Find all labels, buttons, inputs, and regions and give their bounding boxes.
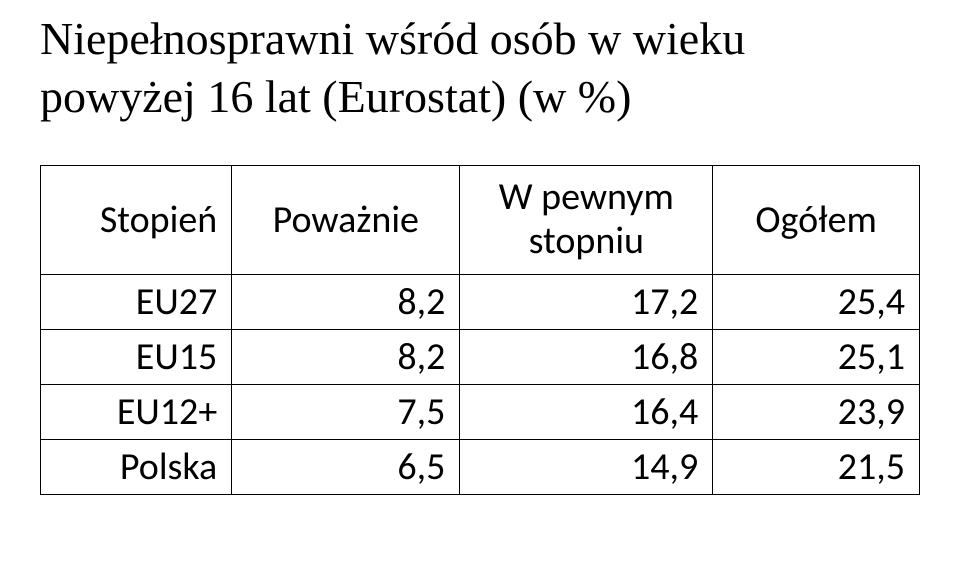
data-table: Stopień Poważnie W pewnym stopniu Ogółem… (40, 165, 920, 495)
cell-value: 6,5 (232, 440, 460, 495)
cell-value: 17,2 (460, 275, 713, 330)
cell-value: 8,2 (232, 330, 460, 385)
header-wpewnym: W pewnym stopniu (460, 166, 713, 275)
cell-value: 25,1 (713, 330, 920, 385)
header-powaznie: Poważnie (232, 166, 460, 275)
table-header-row: Stopień Poważnie W pewnym stopniu Ogółem (41, 166, 920, 275)
header-stopien: Stopień (41, 166, 232, 275)
header-wpewnym-line1: W pewnym (499, 174, 674, 220)
page-title: Niepełnosprawni wśród osób w wieku powyż… (40, 10, 920, 125)
table-row: EU12+ 7,5 16,4 23,9 (41, 385, 920, 440)
cell-value: 23,9 (713, 385, 920, 440)
cell-value: 21,5 (713, 440, 920, 495)
title-line-2: powyżej 16 lat (Eurostat) (w %) (40, 71, 631, 122)
cell-value: 8,2 (232, 275, 460, 330)
cell-value: 16,8 (460, 330, 713, 385)
header-ogolem: Ogółem (713, 166, 920, 275)
cell-value: 7,5 (232, 385, 460, 440)
cell-value: 16,4 (460, 385, 713, 440)
title-line-1: Niepełnosprawni wśród osób w wieku (40, 13, 745, 64)
table-row: EU27 8,2 17,2 25,4 (41, 275, 920, 330)
table-row: Polska 6,5 14,9 21,5 (41, 440, 920, 495)
row-label: EU15 (41, 330, 232, 385)
header-wpewnym-line2: stopniu (529, 218, 644, 264)
table-row: EU15 8,2 16,8 25,1 (41, 330, 920, 385)
row-label: EU27 (41, 275, 232, 330)
row-label: EU12+ (41, 385, 232, 440)
cell-value: 14,9 (460, 440, 713, 495)
row-label: Polska (41, 440, 232, 495)
cell-value: 25,4 (713, 275, 920, 330)
